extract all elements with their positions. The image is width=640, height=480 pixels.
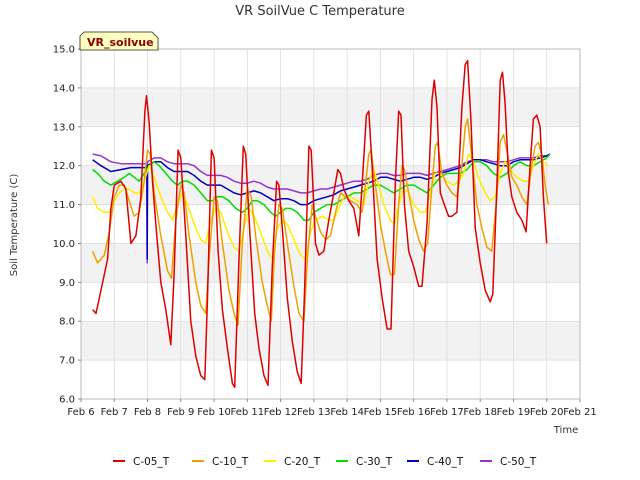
series-line-c-05-t [92, 59, 548, 389]
y-tick-label: 13.0 [53, 122, 75, 133]
series-lines [91, 59, 551, 389]
series-line-c-20-t [91, 153, 549, 260]
y-tick-label: 11.0 [53, 200, 75, 211]
legend: C-05_T C-10_T C-20_T C-30_T C-40_T C-50_T [113, 456, 537, 468]
station-badge: VR_soilvue [79, 31, 159, 51]
plot-band [81, 87, 580, 127]
legend-item: C-05_T [113, 456, 170, 468]
y-tick-label: 8.0 [59, 317, 75, 328]
legend-item: C-10_T [192, 456, 249, 468]
y-tick-label: 7.0 [59, 356, 75, 367]
plot-band [81, 282, 580, 322]
legend-item: C-50_T [480, 456, 537, 468]
x-tick-label: Feb 6 [67, 407, 94, 418]
x-tick-label: Feb 12 [264, 407, 298, 418]
x-tick-label: Feb 16 [397, 407, 431, 418]
legend-label: C-30_T [356, 456, 393, 468]
legend-label: C-20_T [284, 456, 321, 468]
y-axis-label: Soil Temperature (C) [9, 174, 20, 277]
y-tick-label: 6.0 [59, 395, 75, 406]
legend-label: C-50_T [500, 456, 537, 468]
x-tick-label: Feb 13 [297, 407, 331, 418]
legend-label: C-05_T [133, 456, 170, 468]
x-tick-label: Feb 15 [364, 407, 398, 418]
y-tick-label: 14.0 [53, 83, 75, 94]
plot-band [81, 321, 580, 361]
y-tick-label: 12.0 [53, 161, 75, 172]
station-badge-label: VR_soilvue [87, 36, 154, 49]
x-tick-label: Feb 8 [134, 407, 161, 418]
x-tick-label: Feb 18 [463, 407, 497, 418]
x-tick-label: Feb 9 [167, 407, 194, 418]
x-tick-label: Feb 17 [430, 407, 464, 418]
legend-label: C-10_T [212, 456, 249, 468]
x-tick-label: Feb 10 [197, 407, 231, 418]
x-axis-label: Time [553, 425, 578, 436]
x-tick-label: Feb 20 [530, 407, 564, 418]
station-badge-box [79, 31, 159, 51]
legend-item: C-30_T [336, 456, 393, 468]
x-tick-label: Feb 11 [231, 407, 265, 418]
y-tick-label: 15.0 [53, 45, 75, 56]
x-tick-label: Feb 21 [563, 407, 597, 418]
plot-band [81, 126, 580, 166]
y-tick-label: 10.0 [53, 239, 75, 250]
x-tick-label: Feb 7 [101, 407, 128, 418]
legend-item: C-40_T [407, 456, 464, 468]
x-axis-ticks: Feb 6 Feb 7 Feb 8 Feb 9 Feb 10 Feb 11 Feb 12 Fe… [67, 399, 597, 418]
plot-band [81, 49, 580, 88]
x-tick-label: Feb 19 [497, 407, 531, 418]
legend-label: C-40_T [427, 456, 464, 468]
legend-item: C-20_T [264, 456, 321, 468]
x-tick-label: Feb 14 [330, 407, 364, 418]
chart-title: VR SoilVue C Temperature [235, 4, 404, 19]
series-line-c-40-t [92, 153, 551, 260]
y-axis-ticks: 6.0 7.0 8.0 9.0 10.0 11.0 12.0 13.0 14.0 15.0 [53, 45, 81, 406]
plot-band [81, 243, 580, 283]
plot-frame [80, 48, 581, 400]
y-tick-label: 9.0 [59, 278, 75, 289]
plot-band [81, 360, 580, 399]
